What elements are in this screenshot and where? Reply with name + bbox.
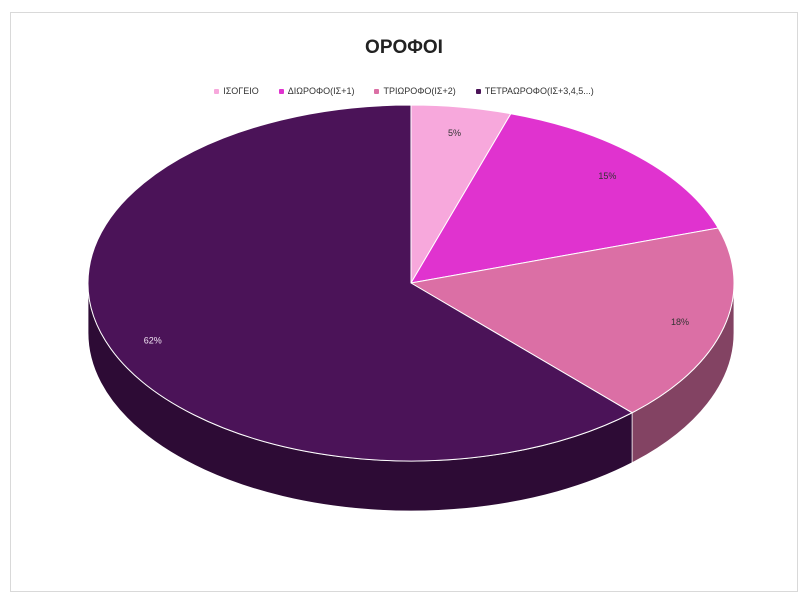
data-label-tetraorofo: 62% bbox=[144, 335, 162, 345]
legend-swatch-tetraorofo bbox=[475, 88, 481, 94]
legend-label-isogeio: ΙΣΟΓΕΙΟ bbox=[223, 86, 259, 96]
legend-swatch-triorofo bbox=[374, 88, 380, 94]
legend-item-isogeio: ΙΣΟΓΕΙΟ bbox=[214, 86, 259, 96]
legend-swatch-isogeio bbox=[214, 88, 220, 94]
pie-slice-triorofo bbox=[409, 227, 735, 414]
data-label-isogeio: 5% bbox=[448, 128, 461, 138]
chart-title: ΟΡΟΦΟΙ bbox=[365, 37, 443, 58]
legend-item-tetraorofo: ΤΕΤΡΑΩΡΟΦΟ(ΙΣ+3,4,5...) bbox=[475, 86, 594, 96]
data-label-diorofo: 15% bbox=[598, 171, 616, 181]
chart-legend: ΙΣΟΓΕΙΟ ΔΙΩΡΟΦΟ(ΙΣ+1) ΤΡΙΩΡΟΦΟ(ΙΣ+2) ΤΕΤ… bbox=[11, 86, 797, 96]
chart-frame: ΟΡΟΦΟΙ ΙΣΟΓΕΙΟ ΔΙΩΡΟΦΟ(ΙΣ+1) ΤΡΙΩΡΟΦΟ(ΙΣ… bbox=[10, 12, 798, 592]
pie-slice-diorofo bbox=[410, 113, 719, 284]
legend-item-triorofo: ΤΡΙΩΡΟΦΟ(ΙΣ+2) bbox=[374, 86, 456, 96]
pie-slice-tetraorofo bbox=[87, 104, 634, 462]
legend-swatch-diorofo bbox=[278, 88, 284, 94]
data-label-triorofo: 18% bbox=[671, 317, 689, 327]
legend-label-triorofo: ΤΡΙΩΡΟΦΟ(ΙΣ+2) bbox=[383, 86, 456, 96]
legend-label-tetraorofo: ΤΕΤΡΑΩΡΟΦΟ(ΙΣ+3,4,5...) bbox=[484, 86, 594, 96]
legend-item-diorofo: ΔΙΩΡΟΦΟ(ΙΣ+1) bbox=[278, 86, 355, 96]
legend-label-diorofo: ΔΙΩΡΟΦΟ(ΙΣ+1) bbox=[287, 86, 355, 96]
pie-chart: 5% 15% 18% 62% bbox=[87, 104, 735, 512]
